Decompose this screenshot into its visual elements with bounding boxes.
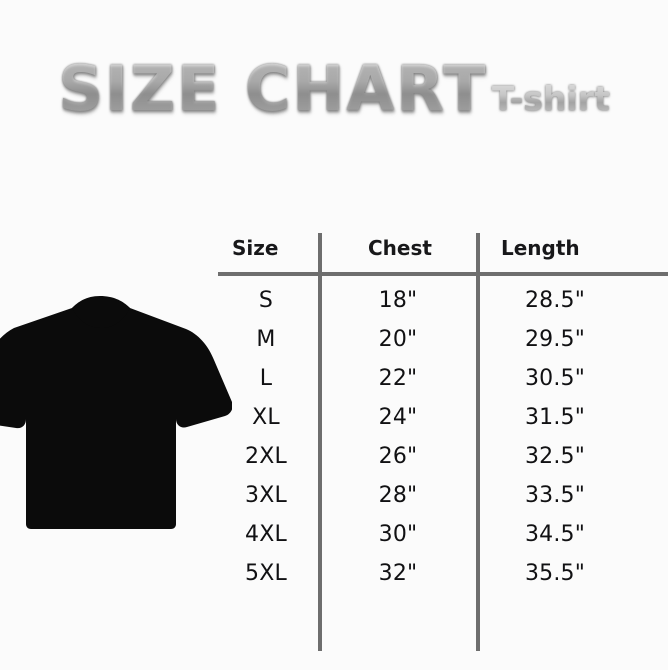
table-row: S 18" 28.5" bbox=[218, 288, 668, 327]
cell-chest: 30" bbox=[378, 522, 418, 547]
cell-length: 29.5" bbox=[524, 327, 586, 352]
cell-size: M bbox=[256, 327, 276, 352]
table-row: 2XL 26" 32.5" bbox=[218, 444, 668, 483]
column-divider-2 bbox=[476, 233, 480, 651]
table-row: M 20" 29.5" bbox=[218, 327, 668, 366]
size-table: Size Chest Length S 18" 28.5" M 20" 29.5… bbox=[218, 228, 668, 651]
column-header-length: Length bbox=[501, 236, 580, 260]
column-header-size: Size bbox=[232, 236, 279, 260]
cell-length: 35.5" bbox=[524, 561, 586, 586]
cell-chest: 22" bbox=[378, 366, 418, 391]
cell-size: 4XL bbox=[245, 522, 287, 547]
cell-size: XL bbox=[252, 405, 280, 430]
tshirt-collar-path bbox=[72, 298, 130, 328]
cell-length: 33.5" bbox=[524, 483, 586, 508]
cell-length: 28.5" bbox=[524, 288, 586, 313]
tshirt-icon bbox=[0, 296, 232, 529]
cell-size: S bbox=[258, 288, 274, 313]
title-block: SIZE CHART T-shirt bbox=[0, 58, 668, 120]
cell-size: 2XL bbox=[245, 444, 287, 469]
cell-chest: 28" bbox=[378, 483, 418, 508]
cell-length: 30.5" bbox=[524, 366, 586, 391]
cell-length: 31.5" bbox=[524, 405, 586, 430]
page-subtitle: T-shirt bbox=[491, 79, 610, 118]
cell-size: L bbox=[259, 366, 273, 391]
table-header-row: Size Chest Length bbox=[218, 228, 668, 268]
cell-chest: 32" bbox=[378, 561, 418, 586]
column-divider-1 bbox=[318, 233, 322, 651]
cell-size: 3XL bbox=[245, 483, 287, 508]
tshirt-illustration bbox=[0, 288, 232, 538]
cell-chest: 26" bbox=[378, 444, 418, 469]
cell-chest: 20" bbox=[378, 327, 418, 352]
cell-length: 32.5" bbox=[524, 444, 586, 469]
cell-length: 34.5" bbox=[524, 522, 586, 547]
table-body: S 18" 28.5" M 20" 29.5" L 22" 30.5" XL 2… bbox=[218, 288, 668, 600]
table-row: 4XL 30" 34.5" bbox=[218, 522, 668, 561]
table-row: 5XL 32" 35.5" bbox=[218, 561, 668, 600]
page-title: SIZE CHART bbox=[58, 52, 488, 125]
table-row: 3XL 28" 33.5" bbox=[218, 483, 668, 522]
header-divider bbox=[218, 272, 668, 276]
table-row: XL 24" 31.5" bbox=[218, 405, 668, 444]
cell-chest: 24" bbox=[378, 405, 418, 430]
column-header-chest: Chest bbox=[368, 236, 432, 260]
tshirt-torso-path bbox=[26, 388, 176, 524]
cell-size: 5XL bbox=[245, 561, 287, 586]
table-row: L 22" 30.5" bbox=[218, 366, 668, 405]
cell-chest: 18" bbox=[378, 288, 418, 313]
